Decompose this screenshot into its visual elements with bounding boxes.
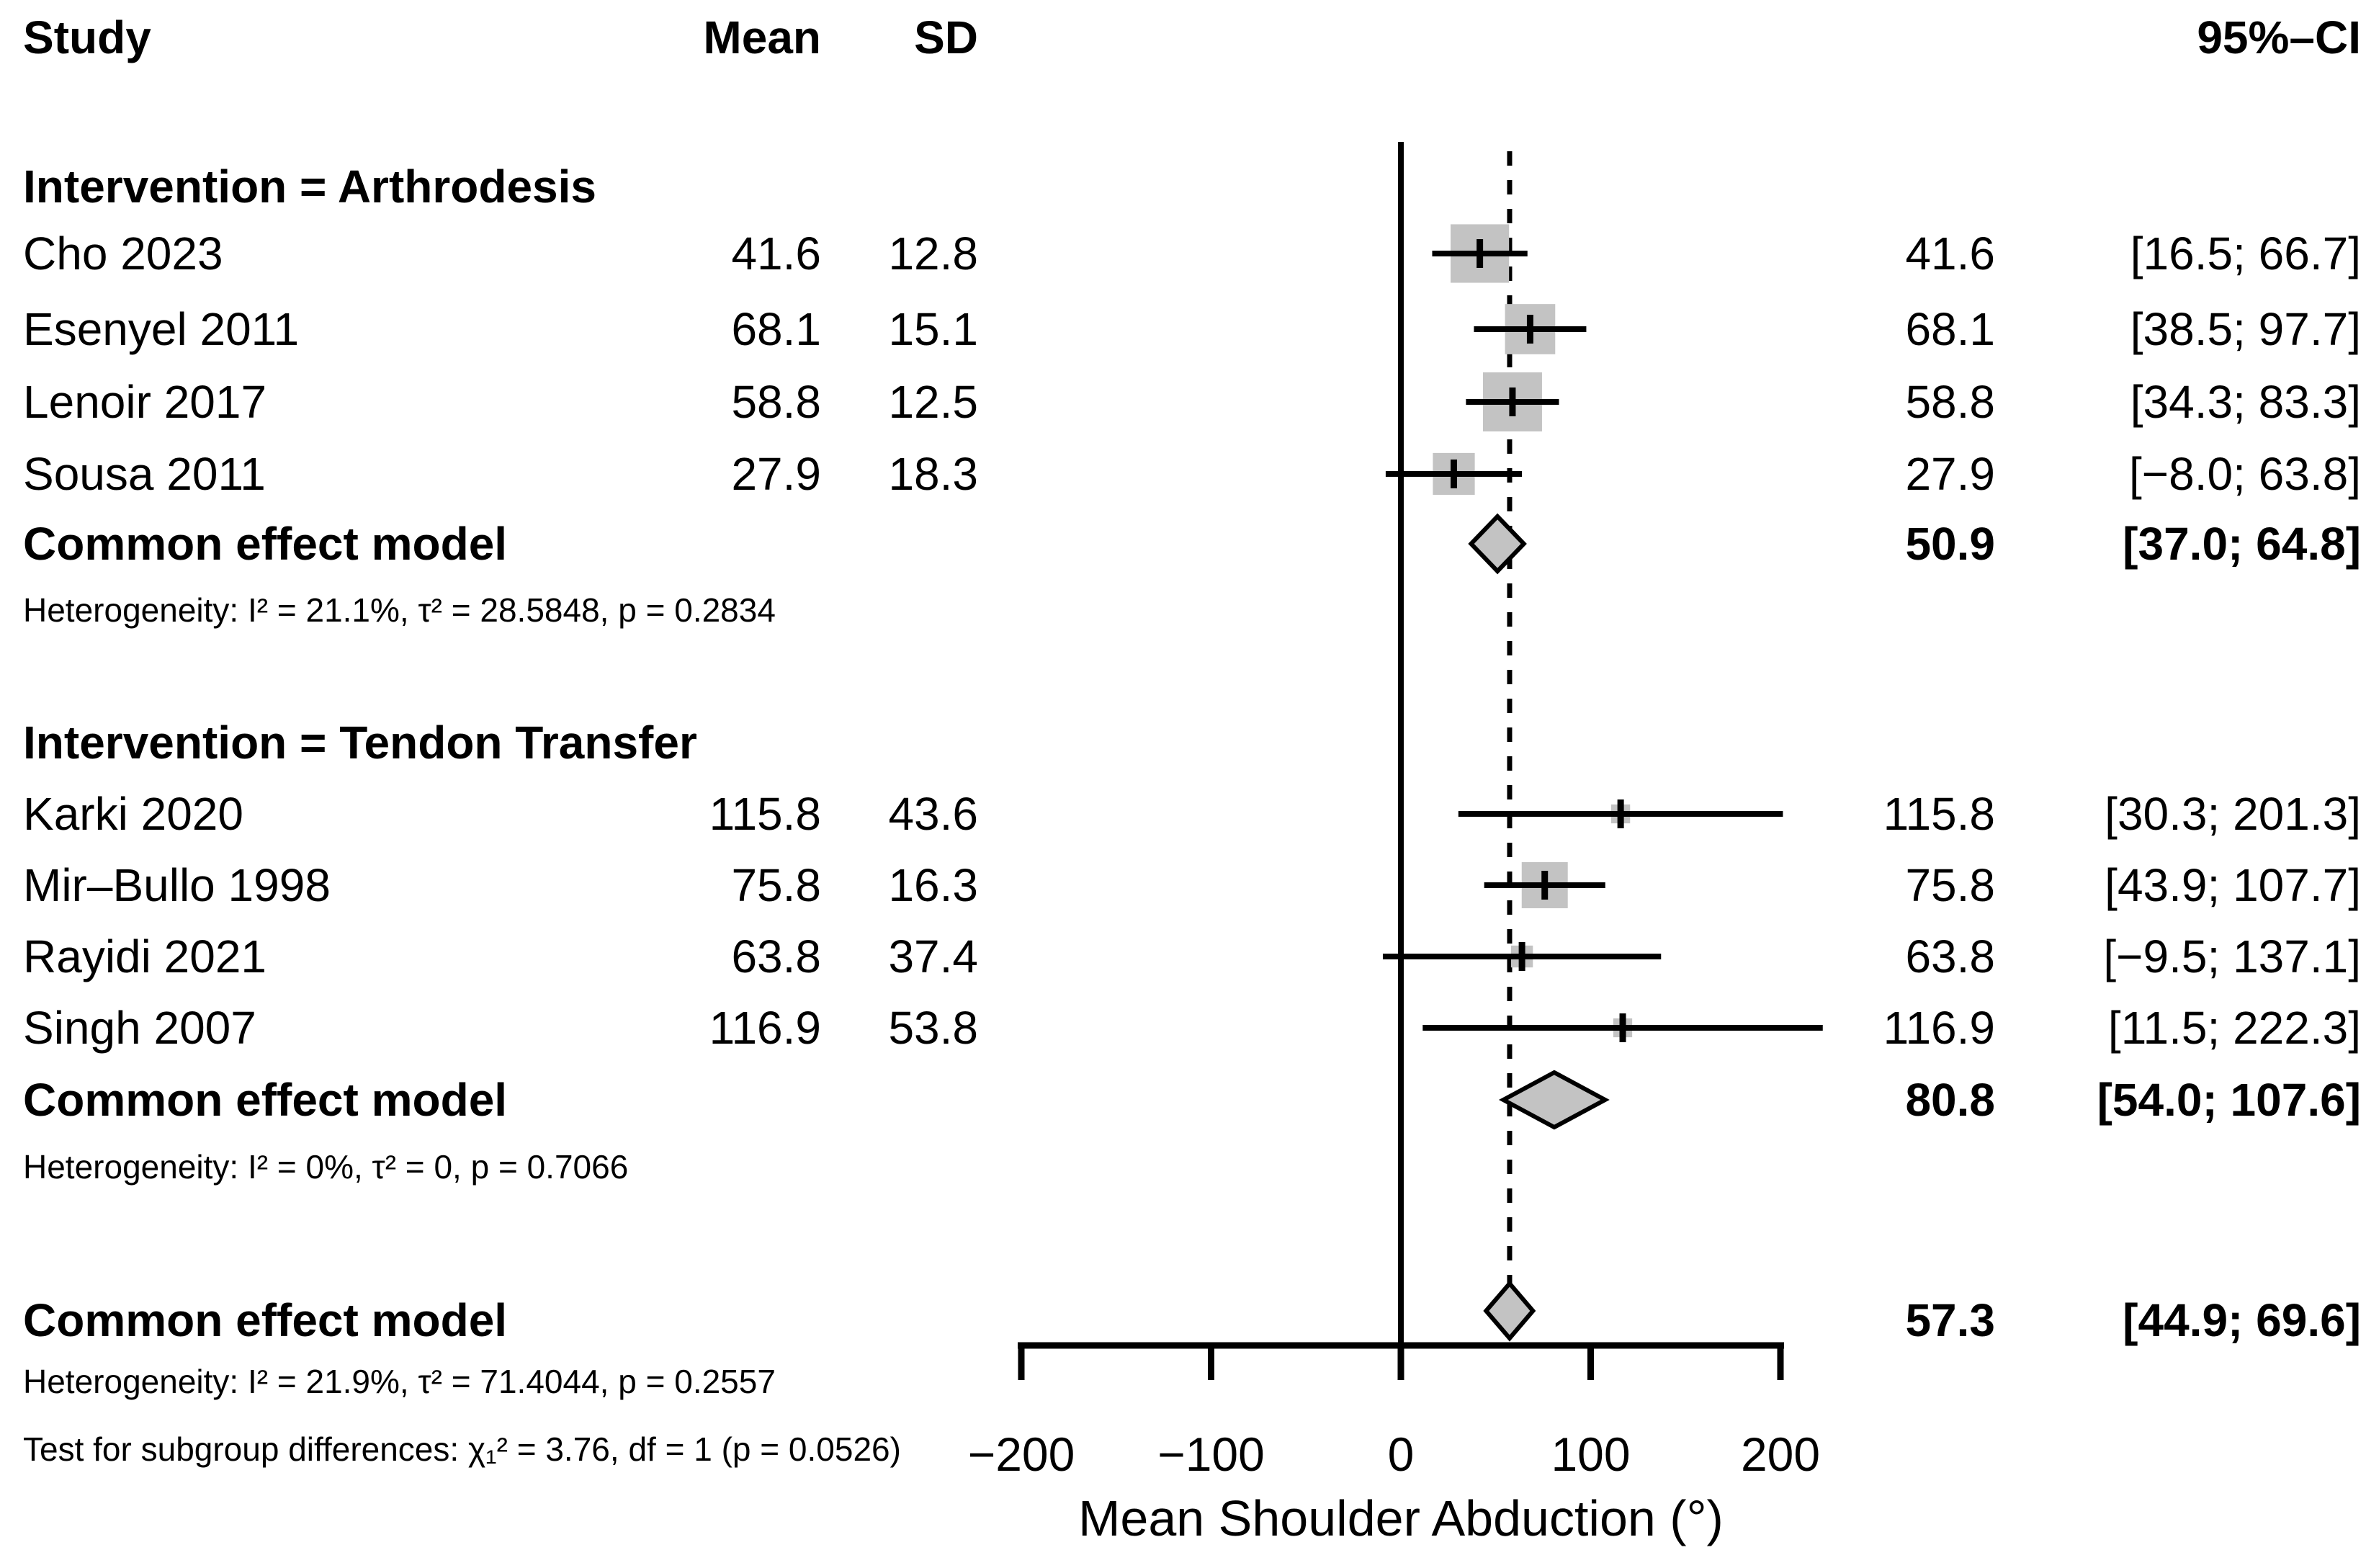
study-mean: 116.9	[709, 1002, 821, 1054]
summary-ci: [37.0; 64.8]	[2123, 518, 2361, 570]
study-effect: 115.8	[1883, 788, 1995, 840]
study-mean: 58.8	[731, 376, 821, 428]
heterogeneity-row-overall: Heterogeneity: I² = 21.9%, τ² = 71.4044,…	[0, 1345, 2366, 1417]
table-row-sousa-2011: Sousa 2011 27.9 18.3 27.9 [−8.0; 63.8]	[0, 438, 2366, 510]
study-ci: [16.5; 66.7]	[2130, 228, 2361, 279]
table-row-mir-bullo-1998: Mir–Bullo 1998 75.8 16.3 75.8 [43.9; 107…	[0, 849, 2366, 921]
study-effect: 41.6	[1905, 228, 1995, 279]
column-header-study: Study	[23, 12, 151, 63]
summary-row-overall: Common effect model 57.3 [44.9; 69.6]	[0, 1284, 2366, 1356]
study-sd: 43.6	[888, 788, 978, 840]
table-row-karki-2020: Karki 2020 115.8 43.6 115.8 [30.3; 201.3…	[0, 778, 2366, 850]
heterogeneity-text: Heterogeneity: I² = 0%, τ² = 0, p = 0.70…	[23, 1148, 629, 1186]
study-ci: [11.5; 222.3]	[2107, 1002, 2361, 1054]
study-sd: 12.5	[888, 376, 978, 428]
study-label: Sousa 2011	[23, 448, 266, 500]
summary-effect: 50.9	[1905, 518, 1995, 570]
subgroup-test-text: Test for subgroup differences: χ₁² = 3.7…	[23, 1430, 901, 1468]
table-row-cho-2023: Cho 2023 41.6 12.8 41.6 [16.5; 66.7]	[0, 218, 2366, 290]
study-sd: 16.3	[888, 859, 978, 911]
heterogeneity-text: Heterogeneity: I² = 21.9%, τ² = 71.4044,…	[23, 1363, 776, 1400]
summary-effect: 80.8	[1905, 1074, 1995, 1126]
x-axis-title: Mean Shoulder Abduction (°)	[1078, 1490, 1724, 1546]
summary-row-tendon-transfer: Common effect model 80.8 [54.0; 107.6]	[0, 1064, 2366, 1136]
study-mean: 41.6	[731, 228, 821, 279]
study-ci: [43.9; 107.7]	[2105, 859, 2361, 911]
study-effect: 75.8	[1905, 859, 1995, 911]
study-label: Rayidi 2021	[23, 931, 266, 982]
study-mean: 27.9	[731, 448, 821, 500]
summary-label: Common effect model	[23, 518, 508, 570]
study-mean: 75.8	[731, 859, 821, 911]
x-tick-label: 100	[1551, 1428, 1630, 1481]
overall-label: Common effect model	[23, 1294, 508, 1346]
study-ci: [−9.5; 137.1]	[2103, 931, 2361, 982]
study-label: Esenyel 2011	[23, 303, 300, 355]
study-effect: 68.1	[1905, 303, 1995, 355]
table-row-singh-2007: Singh 2007 116.9 53.8 116.9 [11.5; 222.3…	[0, 992, 2366, 1064]
subgroup-heading-arthrodesis: Intervention = Arthrodesis	[0, 151, 2366, 223]
x-tick-label: 200	[1741, 1428, 1820, 1481]
column-header-ci: 95%–CI	[2197, 12, 2361, 63]
study-ci: [−8.0; 63.8]	[2128, 448, 2361, 500]
study-mean: 115.8	[709, 788, 821, 840]
study-sd: 15.1	[888, 303, 978, 355]
study-effect: 27.9	[1905, 448, 1995, 500]
study-sd: 12.8	[888, 228, 978, 279]
study-effect: 63.8	[1905, 931, 1995, 982]
x-tick-label: −200	[968, 1428, 1075, 1481]
heterogeneity-row-arthrodesis: Heterogeneity: I² = 21.1%, τ² = 28.5848,…	[0, 574, 2366, 646]
study-ci: [34.3; 83.3]	[2130, 376, 2361, 428]
table-row-rayidi-2021: Rayidi 2021 63.8 37.4 63.8 [−9.5; 137.1]	[0, 920, 2366, 993]
subgroup-heading-tendon-transfer: Intervention = Tendon Transfer	[0, 707, 2366, 779]
study-mean: 68.1	[731, 303, 821, 355]
study-label: Mir–Bullo 1998	[23, 859, 331, 911]
column-header-sd: SD	[914, 12, 978, 63]
study-label: Karki 2020	[23, 788, 243, 840]
x-tick-label: −100	[1157, 1428, 1265, 1481]
summary-label: Common effect model	[23, 1074, 508, 1126]
study-label: Lenoir 2017	[23, 376, 267, 428]
study-ci: [30.3; 201.3]	[2105, 788, 2361, 840]
heterogeneity-text: Heterogeneity: I² = 21.1%, τ² = 28.5848,…	[23, 591, 776, 629]
study-mean: 63.8	[731, 931, 821, 982]
table-row-lenoir-2017: Lenoir 2017 58.8 12.5 58.8 [34.3; 83.3]	[0, 366, 2366, 438]
column-header-mean: Mean	[703, 12, 821, 63]
study-sd: 18.3	[888, 448, 978, 500]
study-sd: 53.8	[888, 1002, 978, 1054]
overall-diamond	[1483, 1280, 1536, 1342]
subgroup-label: Intervention = Arthrodesis	[23, 161, 596, 212]
overall-effect: 57.3	[1905, 1294, 1995, 1346]
study-ci: [38.5; 97.7]	[2130, 303, 2361, 355]
table-row-esenyel-2011: Esenyel 2011 68.1 15.1 68.1 [38.5; 97.7]	[0, 293, 2366, 365]
x-tick-label: 0	[1388, 1428, 1415, 1481]
study-sd: 37.4	[888, 931, 978, 982]
study-label: Cho 2023	[23, 228, 223, 279]
study-effect: 58.8	[1905, 376, 1995, 428]
study-label: Singh 2007	[23, 1002, 256, 1054]
study-effect: 116.9	[1883, 1002, 1995, 1054]
overall-ci: [44.9; 69.6]	[2123, 1294, 2361, 1346]
column-header-row: Study Mean SD 95%–CI	[0, 1, 2366, 73]
heterogeneity-row-tendon-transfer: Heterogeneity: I² = 0%, τ² = 0, p = 0.70…	[0, 1131, 2366, 1203]
subgroup-test-row: Test for subgroup differences: χ₁² = 3.7…	[0, 1413, 2366, 1485]
summary-ci: [54.0; 107.6]	[2097, 1074, 2361, 1126]
summary-diamond	[1498, 1070, 1610, 1130]
summary-row-arthrodesis: Common effect model 50.9 [37.0; 64.8]	[0, 508, 2366, 580]
summary-diamond	[1468, 513, 1527, 575]
subgroup-label: Intervention = Tendon Transfer	[23, 717, 697, 769]
